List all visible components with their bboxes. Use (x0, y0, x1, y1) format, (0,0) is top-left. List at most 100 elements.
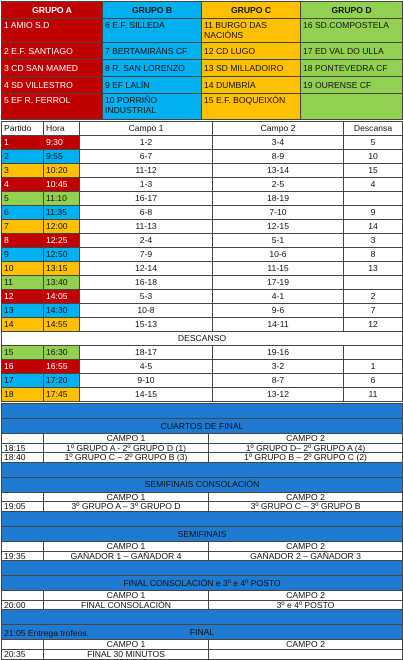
final-campo2-match: GAÑADOR 2 – GAÑADOR 3 (207, 550, 403, 562)
match-rest: 12 (343, 317, 403, 332)
match-time: 9:30 (43, 135, 80, 150)
section-title-row: FINAL (0, 624, 403, 641)
col-campo1: Campo 1 (79, 121, 213, 136)
match-campo1: 11-12 (79, 163, 213, 178)
section-title: FINAL (0, 624, 403, 641)
team-cell: 4 SD VILLESTRO (1, 76, 103, 94)
final-campo2-match: 3º GRUPO C – 3º GRUPO B (207, 501, 403, 512)
match-campo1: 18-17 (79, 345, 213, 360)
final-time: 20:00 (1, 599, 44, 611)
final-match-row: 18:40 1º GRUPO C – 2º GRUPO B (3) 1º GRUPO… (1, 452, 403, 463)
match-campo1: 1-2 (79, 135, 213, 150)
groups-header-row: GRUPO A GRUPO B GRUPO C GRUPO D (1, 1, 403, 19)
match-rest (343, 275, 403, 290)
section-spacer (0, 510, 403, 527)
match-time: 16:30 (43, 345, 80, 360)
schedule-body-afternoon: 15 16:30 18-17 19-16 16 16:55 4-5 3-2 1 17 17:20 9-… (1, 345, 403, 402)
match-number: 13 (1, 303, 44, 318)
final-campo1-match: 1º GRUPO C – 2º GRUPO B (3) (43, 452, 209, 463)
match-campo2: 19-16 (212, 345, 344, 360)
schedule-header-row: Partido Hora Campo 1 Campo 2 Descansa (1, 121, 403, 136)
campo2-label: CAMPO 2 (207, 639, 403, 650)
match-number: 10 (1, 261, 44, 276)
team-cell: 18 PONTEVEDRA CF (300, 59, 403, 77)
match-row: 3 10:20 11-12 13-14 15 (1, 163, 403, 178)
match-campo2: 18-19 (212, 191, 344, 206)
match-campo1: 6-7 (79, 149, 213, 164)
match-campo2: 2-5 (212, 177, 344, 192)
groups-row: 2 E.F. SANTIAGO 7 BERTAMIRÁNS CF 12 CD L… (1, 42, 403, 60)
match-row: 12 14:05 5-3 4-1 2 (1, 289, 403, 304)
match-row: 18 17:45 14-15 13-12 11 (1, 387, 403, 402)
team-cell: 13 SD MILLADOIRO (201, 59, 301, 77)
section-title: SEMIFINAIS CONSOLACIÓN (0, 476, 403, 493)
match-row: 15 16:30 18-17 19-16 (1, 345, 403, 360)
team-cell: 11 BURGO DAS NACIÓNS (201, 18, 301, 43)
match-campo2: 12-15 (212, 219, 344, 234)
section-spacer (0, 609, 403, 626)
team-cell: 1 AMIO S.D (1, 18, 103, 43)
section-spacer (0, 403, 403, 419)
section-title: FINAL CONSOLACIÓN e 3º e 4º POSTO (0, 575, 403, 592)
match-campo1: 9-10 (79, 373, 213, 388)
finals-body: CUARTOS DE FINAL CAMPO 1 CAMPO 2 18:15 1º GR… (0, 403, 403, 660)
match-number: 17 (1, 373, 44, 388)
match-rest: 8 (343, 247, 403, 262)
match-row: 13 14:30 10-8 9-6 7 (1, 303, 403, 318)
team-cell: 17 ED VAL DO ULLA (300, 42, 403, 60)
match-campo1: 11-13 (79, 219, 213, 234)
match-campo1: 7-9 (79, 247, 213, 262)
campo2-label: CAMPO 2 (207, 433, 403, 444)
section-spacer (0, 461, 403, 478)
final-campo2-match: 1º GRUPO B – 2º GRUPO C (2) (207, 452, 403, 463)
final-time: 18:15 (1, 442, 44, 454)
match-campo1: 16-17 (79, 191, 213, 206)
match-campo1: 10-8 (79, 303, 213, 318)
section-title-row: SEMIFINAIS (0, 525, 403, 542)
match-campo2: 17-19 (212, 275, 344, 290)
match-row: 16 16:55 4-5 3-2 1 (1, 359, 403, 374)
match-time: 12:50 (43, 247, 80, 262)
group-d-header: GRUPO D (300, 1, 403, 19)
col-descansa: Descansa (343, 121, 403, 136)
match-time: 9:55 (43, 149, 80, 164)
section-title: SEMIFINAIS (0, 525, 403, 542)
final-match-row: 19:35 GAÑADOR 1 – GAÑADOR 4 GAÑADOR 2 – GA… (1, 550, 403, 562)
col-campo2: Campo 2 (212, 121, 344, 136)
team-cell: 16 SD.COMPOSTELA (300, 18, 403, 43)
match-campo2: 7-10 (212, 205, 344, 220)
final-match-row: 20:35 FINAL 30 MINUTOS (1, 648, 403, 660)
match-number: 15 (1, 345, 44, 360)
match-row: 10 13:15 12-14 11-15 13 (1, 261, 403, 276)
match-time: 17:20 (43, 373, 80, 388)
match-rest: 9 (343, 205, 403, 220)
team-cell: 3 CD SAN MAMED (1, 59, 103, 77)
final-campo2-match: 3º e 4º POSTO (207, 599, 403, 611)
match-campo2: 13-14 (212, 163, 344, 178)
final-match-row: 19:05 3º GRUPO A – 3º GRUPO D 3º GRUPO C –… (1, 501, 403, 512)
groups-row: 4 SD VILLESTRO 9 EF LALÍN 14 DUMBRÍA 19 … (1, 76, 403, 94)
match-rest: 11 (343, 387, 403, 402)
finals-table: CUARTOS DE FINAL CAMPO 1 CAMPO 2 18:15 1º GR… (0, 403, 403, 660)
campo1-label: CAMPO 1 (43, 433, 209, 444)
match-time: 17:45 (43, 387, 80, 402)
match-campo1: 14-15 (79, 387, 213, 402)
match-number: 16 (1, 359, 44, 374)
final-time: 19:05 (1, 501, 44, 512)
match-time: 10:45 (43, 177, 80, 192)
match-campo2: 8-9 (212, 149, 344, 164)
groups-row: 1 AMIO S.D 6 E.F. SILLEDA 11 BURGO DAS N… (1, 18, 403, 43)
match-time: 11:10 (43, 191, 80, 206)
section-spacer-cell (0, 560, 403, 577)
match-campo2: 9-6 (212, 303, 344, 318)
match-number: 14 (1, 317, 44, 332)
campo-header-row: CAMPO 1 CAMPO 2 (1, 491, 403, 503)
match-time: 14:55 (43, 317, 80, 332)
match-number: 3 (1, 163, 44, 178)
final-campo1-match: 1º GRUPO A - 2º GRUPO D (1) (43, 442, 209, 454)
col-hora: Hora (43, 121, 80, 136)
match-rest (343, 191, 403, 206)
match-row: 6 11:35 6-8 7-10 9 (1, 205, 403, 220)
final-campo2-match: 1º GRUPO D– 2º GRUPO A (4) (207, 442, 403, 454)
